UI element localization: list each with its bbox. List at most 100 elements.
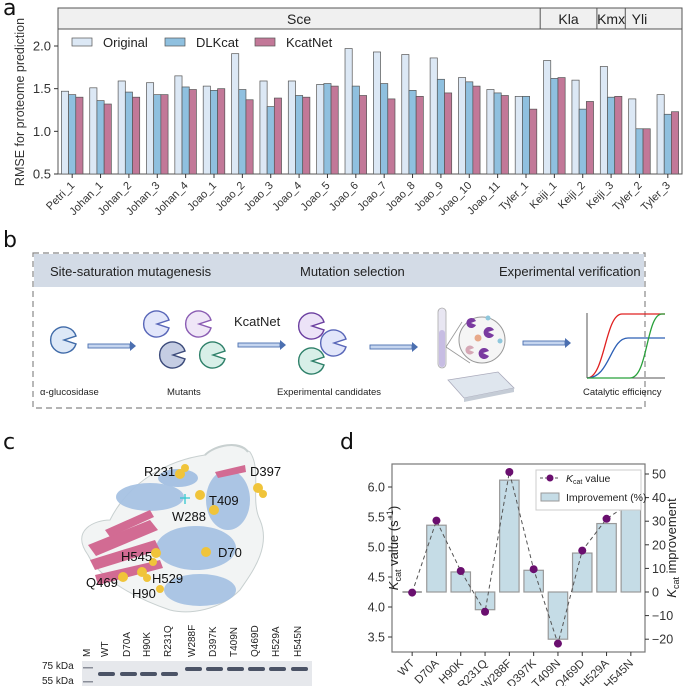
bar-kcatnet-joao_6: [359, 95, 367, 175]
y-tick-label: 1.5: [33, 81, 51, 96]
gel-lane-label: R231Q: [163, 625, 174, 657]
kcat-point-r231q: [481, 607, 490, 616]
legend-marker-kcat: [546, 474, 554, 482]
gel-marker-75kda: 75 kDa: [42, 661, 74, 672]
chart-a: Sce Kla Kmx Yli 0.51.01.52.0 Petri_1Johan_1…: [13, 7, 683, 218]
bar-kcatnet-johan_2: [132, 96, 141, 175]
x-tick-label: D397K: [505, 657, 539, 686]
gel-band-r231q: [161, 672, 178, 676]
bar-kcatnet-johan_1: [103, 103, 112, 175]
bar-improvement-h529a: [596, 522, 617, 593]
bar-improvement-h90k: [450, 571, 472, 593]
protein-structure-panel: R231 D397 T409 W288 H545 D70 Q469 H529 H…: [42, 444, 312, 686]
bar-kcatnet-joao_7: [387, 98, 396, 175]
bar-kcatnet-joao_1: [217, 88, 226, 175]
bar-kcatnet-tyler_3: [671, 111, 679, 175]
step-site-saturation: Site-saturation mutagenesis: [50, 264, 212, 279]
legend-swatch-kcatnet: [254, 37, 276, 47]
kcat-point-t409n: [553, 639, 562, 648]
residue-label-r231: R231: [144, 464, 175, 479]
y-right-tick-label: 30: [652, 515, 666, 529]
y-left-tick-label: 5.0: [368, 541, 385, 555]
kcat-point-d397k: [529, 565, 538, 574]
enzyme-candidate-3-icon: [298, 347, 325, 375]
legend-label-improvement: Improvement (%): [566, 492, 647, 504]
well-plate-icon: [447, 371, 515, 402]
gel-lane-label: H529A: [271, 626, 282, 657]
bar-kcatnet-tyler_1: [529, 108, 538, 175]
residue-label-t409: T409: [209, 493, 239, 508]
y-left-tick-label: 3.5: [368, 631, 385, 645]
workflow-header-band: [34, 254, 644, 287]
gel-lane-label: W288F: [187, 625, 198, 657]
x-tick-label: H545N: [602, 658, 636, 686]
step-mutation-selection: Mutation selection: [300, 264, 405, 279]
y-left-tick-label: 4.0: [368, 601, 385, 615]
bar-improvement-q469d: [571, 552, 593, 593]
kcat-point-h545n: [626, 498, 635, 507]
bar-improvement-d397k: [523, 569, 544, 593]
enzyme-wildtype-icon: [50, 326, 77, 354]
x-tick-label: W288F: [480, 658, 515, 686]
test-tube-icon: [437, 307, 447, 369]
facet-label-kla: Kla: [558, 11, 578, 27]
label-catalytic-efficiency: Catalytic efficiency: [583, 387, 662, 398]
y-right-tick-label: 10: [652, 562, 666, 576]
legend-box: [535, 469, 642, 511]
facet-label-yli: Yli: [632, 11, 648, 27]
y-tick-label: 1.0: [33, 124, 51, 139]
x-tick-label: H529A: [578, 657, 612, 686]
gel-lane-label: Q469D: [250, 625, 261, 657]
gel-band-wt: [98, 672, 115, 676]
workflow-border: [32, 252, 646, 409]
gel-lane-label: H90K: [142, 632, 153, 657]
panel-letter-d: d: [340, 430, 354, 455]
residue-label-h90: H90: [132, 586, 156, 601]
bar-kcatnet-joao_10: [472, 85, 481, 175]
gel-lane-label: M: [82, 649, 93, 657]
x-tick-label: R231Q: [456, 658, 490, 686]
facet-label-sce: Sce: [287, 11, 311, 27]
y-left-tick-label: 4.5: [368, 571, 385, 585]
gel-band-w288f: [185, 667, 202, 671]
plot-area: [391, 463, 646, 653]
gel-image: [82, 661, 312, 686]
residue-label-h545: H545: [121, 549, 152, 564]
enzyme-candidate-2-icon: [320, 329, 347, 357]
bar-kcatnet-keiji_3: [614, 95, 623, 175]
y-axis-label: RMSE for proteome prediction: [13, 18, 27, 186]
bar-kcatnet-joao_11: [500, 95, 509, 175]
y-right-tick-label: 40: [652, 491, 666, 505]
kcat-point-wt: [408, 588, 417, 597]
residue-label-d397: D397: [250, 464, 281, 479]
panel-letter-a: a: [3, 0, 17, 21]
y-right-tick-label: −20: [652, 633, 673, 647]
y-right-tick-label: 0: [652, 586, 659, 600]
enzyme-candidate-1-icon: [298, 312, 325, 340]
y-right-tick-label: 20: [652, 538, 666, 552]
y-left-tick-label: 6.0: [368, 481, 385, 495]
y-left-tick-label: 5.5: [368, 511, 385, 525]
x-tick-label: D70A: [413, 657, 442, 686]
bar-kcatnet-keiji_2: [585, 101, 594, 175]
gel-band-marker: [83, 667, 93, 669]
legend-label-dlkcat: DLKcat: [196, 35, 239, 50]
bar-kcatnet-joao_2: [245, 99, 254, 175]
gel-lane-label: D397K: [208, 626, 219, 657]
bar-improvement-t409n: [547, 591, 569, 640]
gel-band-marker: [83, 681, 93, 683]
residue-label-q469: Q469: [86, 575, 118, 590]
workflow-diagram: Site-saturation mutagenesis Mutation sel…: [32, 252, 665, 409]
bar-kcatnet-johan_4: [188, 89, 197, 175]
gel-band-q469d: [248, 667, 265, 671]
x-tick-label: Q469D: [553, 658, 587, 686]
bar-kcatnet-keiji_1: [557, 77, 566, 175]
magnified-view-icon: [445, 315, 506, 364]
bar-kcatnet-tyler_2: [642, 128, 651, 175]
residue-label-w288: W288: [172, 509, 206, 524]
gel-band-t409n: [227, 667, 244, 671]
bar-kcatnet-joao_9: [444, 92, 453, 175]
bar-kcatnet-petri_1: [75, 96, 84, 175]
label-mutants: Mutants: [167, 387, 201, 398]
kcat-point-w288f: [505, 468, 514, 476]
